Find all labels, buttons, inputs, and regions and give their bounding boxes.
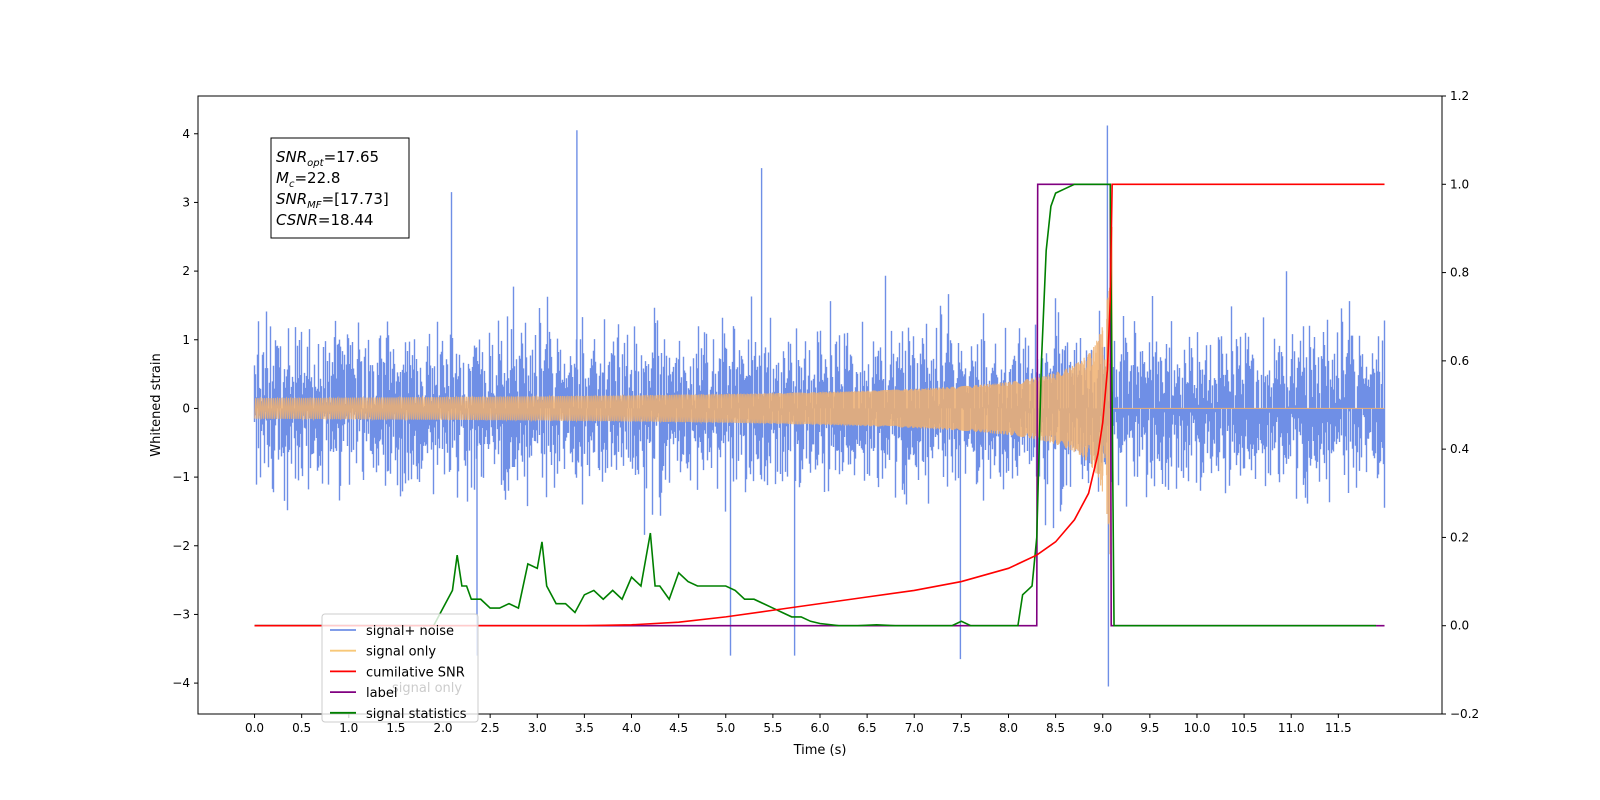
signal-only-series — [254, 226, 1385, 571]
x-tick-label: 1.5 — [386, 721, 405, 735]
y-left-tick-label: 3 — [182, 195, 190, 209]
x-tick-label: 5.0 — [716, 721, 735, 735]
x-tick-label: 8.0 — [999, 721, 1018, 735]
y-left-tick-label: 0 — [182, 401, 190, 415]
legend-label: label — [366, 686, 397, 701]
cumulative-snr-line — [254, 183, 1385, 627]
annotation-line: Mc=22.8 — [276, 169, 340, 190]
x-axis-title: Time (s) — [793, 743, 847, 758]
x-tick-label: 4.0 — [622, 721, 641, 735]
y-left-tick-label: 4 — [182, 127, 190, 141]
annotation-line: SNRopt=17.65 — [276, 148, 379, 169]
x-tick-label: 6.5 — [858, 721, 877, 735]
annotation-line: CSNR=18.44 — [276, 211, 373, 229]
x-tick-label: 5.5 — [763, 721, 782, 735]
signal-statistics-line — [254, 183, 1377, 627]
y-right-tick-label: 0.4 — [1450, 442, 1469, 456]
y-left-tick-label: −2 — [172, 539, 190, 553]
x-tick-label: 4.5 — [669, 721, 688, 735]
x-tick-label: 11.0 — [1278, 721, 1305, 735]
x-tick-label: 3.5 — [575, 721, 594, 735]
y-right-axis-ticks: −0.2 0.0 0.2 0.4 0.6 0.8 1.0 1.2 — [1442, 89, 1479, 721]
y-right-tick-label: 1.2 — [1450, 89, 1469, 103]
y-left-tick-label: −1 — [172, 470, 190, 484]
x-tick-label: 0.5 — [292, 721, 311, 735]
x-tick-label: 9.0 — [1093, 721, 1112, 735]
legend-frame — [321, 613, 479, 723]
legend-label: signal statistics — [366, 707, 467, 722]
x-tick-label: 8.5 — [1046, 721, 1065, 735]
x-tick-label: 10.0 — [1184, 721, 1211, 735]
legend-label: cumilative SNR — [366, 665, 465, 680]
x-tick-label: 11.5 — [1325, 721, 1352, 735]
x-tick-label: 7.5 — [952, 721, 971, 735]
y-right-tick-label: 0.2 — [1450, 530, 1469, 544]
x-tick-label: 10.5 — [1231, 721, 1258, 735]
y-left-tick-label: 2 — [182, 264, 190, 278]
y-right-tick-label: 0.0 — [1450, 619, 1469, 633]
annotation-line: SNRMF=[17.73] — [276, 190, 389, 211]
legend-label: signal+ noise — [366, 624, 454, 639]
x-tick-label: 3.0 — [528, 721, 547, 735]
y-left-tick-label: −3 — [172, 607, 190, 621]
stats-annotation-box: SNRopt=17.65Mc=22.8SNRMF=[17.73]CSNR=18.… — [270, 137, 410, 239]
x-tick-label: 2.0 — [433, 721, 452, 735]
x-tick-label: 2.5 — [481, 721, 500, 735]
x-tick-label: 9.5 — [1140, 721, 1159, 735]
x-tick-label: 6.0 — [810, 721, 829, 735]
x-tick-label: 1.0 — [339, 721, 358, 735]
signal-only-line — [254, 226, 1385, 571]
y-right-tick-label: −0.2 — [1450, 707, 1479, 721]
x-tick-label: 7.0 — [905, 721, 924, 735]
x-axis-ticks: 0.0 0.5 1.0 1.5 2.0 2.5 3.0 3.5 4.0 4.5 5.0 5.5 6.0 6… — [245, 714, 1352, 735]
y-left-tick-label: −4 — [172, 676, 190, 690]
right-axis-series — [254, 183, 1385, 627]
x-tick-label: 0.0 — [245, 721, 264, 735]
y-left-tick-label: 1 — [182, 333, 190, 347]
legend-ghost-text: signal only — [392, 681, 462, 696]
y-right-tick-label: 0.8 — [1450, 266, 1469, 280]
y-left-axis-ticks: −4 −3 −2 −1 0 1 2 3 4 — [172, 127, 198, 690]
y-right-tick-label: 1.0 — [1450, 177, 1469, 191]
y-axis-title: Whitened strain — [149, 353, 164, 456]
legend-label: signal only — [366, 645, 436, 660]
annotation-frame — [270, 137, 410, 239]
y-right-tick-label: 0.6 — [1450, 354, 1469, 368]
